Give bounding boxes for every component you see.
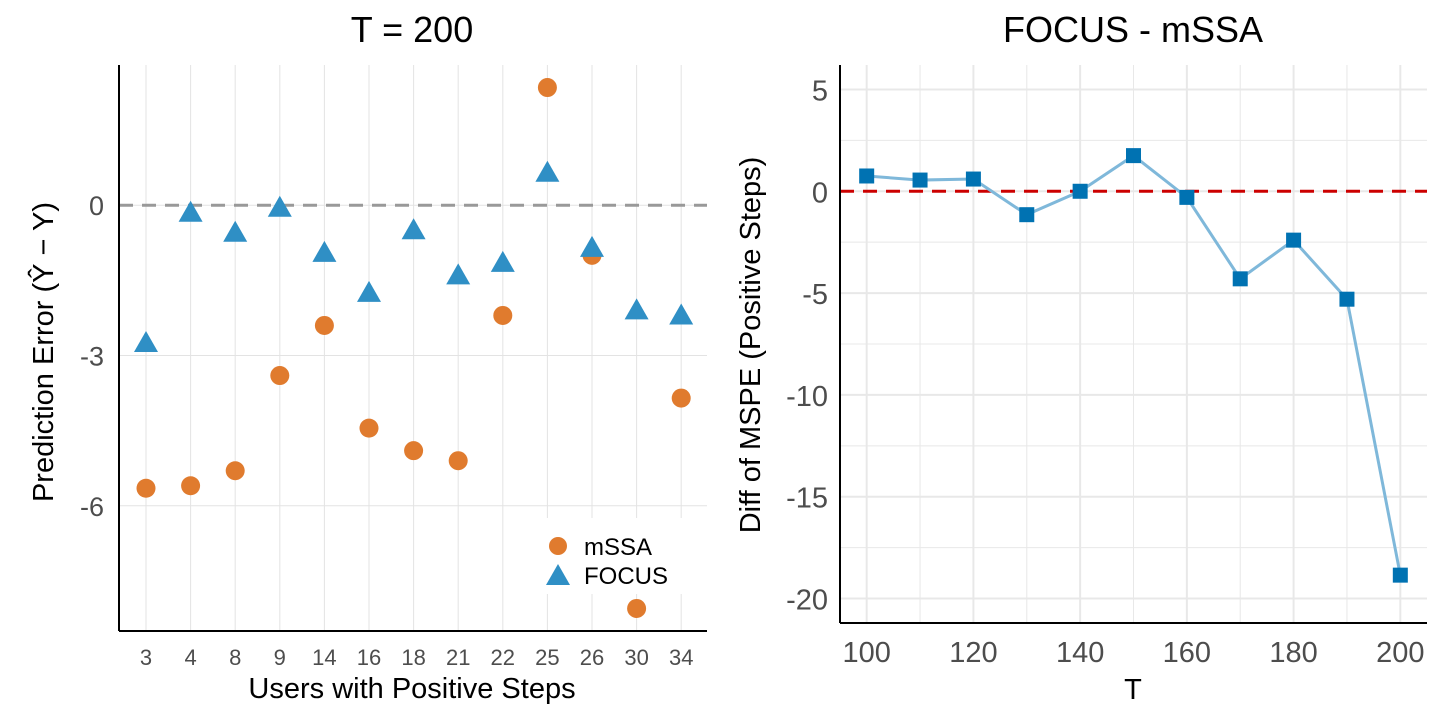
right-y-axis-label-group: Diff of MSPE (Positive Steps)	[735, 157, 767, 534]
left-x-tick-label: 22	[491, 645, 515, 670]
left-y-axis-label-formula: (Ŷ − Y)	[27, 202, 60, 301]
left-x-tick-label: 25	[535, 645, 559, 670]
left-x-tick-label: 21	[446, 645, 470, 670]
focus-point	[580, 235, 604, 257]
focus-point	[535, 160, 560, 182]
left-x-tick-label: 26	[580, 645, 604, 670]
focus-point	[624, 298, 649, 320]
mssa-point	[314, 315, 334, 335]
right-y-axis-label: Diff of MSPE (Positive Steps)	[735, 157, 767, 534]
focus-point	[223, 220, 248, 242]
left-x-tick-label: 8	[229, 645, 241, 670]
left-y-axis-label-group: Prediction Error (Ŷ − Y)	[27, 202, 60, 502]
focus-point	[446, 263, 471, 285]
diff-point	[1232, 271, 1248, 287]
right-marks	[859, 148, 1408, 583]
right-x-tick-label: 180	[1269, 637, 1317, 669]
mssa-point	[537, 78, 557, 98]
mssa-point	[136, 478, 156, 498]
left-x-tick-label: 34	[669, 645, 693, 670]
left-legend: mSSA FOCUS	[538, 518, 684, 594]
right-x-tick-label: 100	[842, 637, 890, 669]
right-x-axis-label: T	[1124, 674, 1142, 706]
right-x-tick-label: 160	[1163, 637, 1211, 669]
right-x-tick-label: 120	[949, 637, 997, 669]
focus-point	[267, 195, 292, 217]
focus-point	[357, 280, 381, 302]
focus-point	[669, 303, 694, 325]
mssa-point	[181, 476, 201, 496]
left-y-axis-label: Prediction Error (Ŷ − Y)	[27, 202, 60, 502]
left-x-axis-label: Users with Positive Steps	[248, 673, 575, 705]
diff-point	[1179, 189, 1195, 205]
left-x-tick-label: 14	[312, 645, 336, 670]
mssa-point	[225, 461, 245, 481]
diff-point	[859, 168, 875, 184]
left-y-axis-label-text: Prediction Error	[28, 300, 60, 502]
left-y-tick-label: 0	[89, 191, 104, 221]
left-chart-title: T = 200	[351, 9, 473, 50]
left-x-tick-labels: 3 4 8 9 14 16 18 21 22 25 26 30 34	[140, 645, 694, 670]
focus-point	[178, 200, 203, 222]
left-y-tick-labels: -6 -3 0	[80, 191, 104, 522]
right-gridlines	[840, 65, 1427, 623]
left-x-tick-label: 18	[401, 645, 425, 670]
right-panel: FOCUS - mSSA -20-15-10-505 100 120 140 160 1…	[735, 9, 1427, 706]
mssa-point	[270, 366, 290, 386]
mssa-point	[404, 441, 424, 461]
left-x-tick-label: 9	[274, 645, 286, 670]
mssa-point	[627, 598, 647, 618]
left-x-tick-label: 30	[624, 645, 648, 670]
right-x-tick-label: 200	[1376, 637, 1424, 669]
mssa-point	[493, 305, 513, 325]
right-x-tick-label: 140	[1056, 637, 1104, 669]
mssa-point	[359, 418, 379, 438]
left-x-tick-label: 16	[357, 645, 381, 670]
left-x-tick-label: 4	[184, 645, 196, 670]
left-panel: T = 200 -6-30 3 4 8 9 14 16 18 21 22 25 26 30 34 Use…	[27, 9, 707, 705]
legend-focus-label: FOCUS	[584, 563, 668, 590]
mssa-point	[671, 388, 691, 408]
right-y-tick-label: 5	[812, 75, 828, 107]
legend-focus-key	[546, 564, 570, 585]
focus-point	[312, 240, 337, 262]
focus-point	[134, 330, 158, 352]
focus-point	[490, 250, 515, 272]
legend-msssa-key	[549, 537, 567, 555]
diff-point	[1339, 291, 1355, 307]
right-x-tick-labels: 100 120 140 160 180 200	[842, 637, 1424, 669]
diff-point	[1392, 567, 1408, 583]
right-y-tick-label: -15	[786, 483, 828, 515]
diff-point	[1019, 207, 1035, 223]
diff-point	[912, 172, 928, 188]
right-chart-title: FOCUS - mSSA	[1003, 9, 1263, 50]
diff-point	[965, 171, 981, 187]
diff-point	[1072, 183, 1088, 199]
diff-point	[1126, 148, 1141, 164]
right-y-tick-label: -20	[786, 585, 828, 617]
left-marks	[134, 78, 694, 618]
legend-mssa-label: mSSA	[584, 534, 652, 561]
right-y-tick-label: -5	[802, 279, 828, 311]
left-y-tick-label: -6	[80, 492, 104, 522]
left-x-tick-label: 3	[140, 645, 152, 670]
right-y-tick-label: 0	[812, 177, 828, 209]
focus-point	[401, 218, 426, 240]
right-y-tick-label: -10	[786, 381, 828, 413]
mssa-point	[448, 451, 468, 471]
diff-point	[1286, 232, 1302, 248]
left-y-tick-label: -3	[80, 342, 104, 372]
right-y-tick-labels: -20 -15 -10 -5 0 5	[786, 75, 828, 616]
